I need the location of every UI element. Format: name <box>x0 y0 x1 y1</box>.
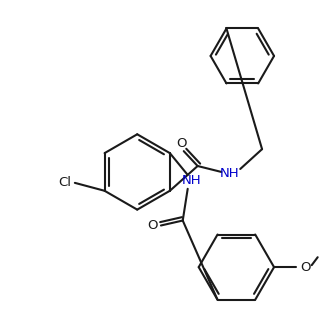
Text: O: O <box>301 261 311 274</box>
Text: NH: NH <box>219 167 239 180</box>
Text: O: O <box>148 219 158 232</box>
Text: Cl: Cl <box>59 176 71 189</box>
Text: O: O <box>177 137 187 150</box>
Text: NH: NH <box>182 174 201 187</box>
